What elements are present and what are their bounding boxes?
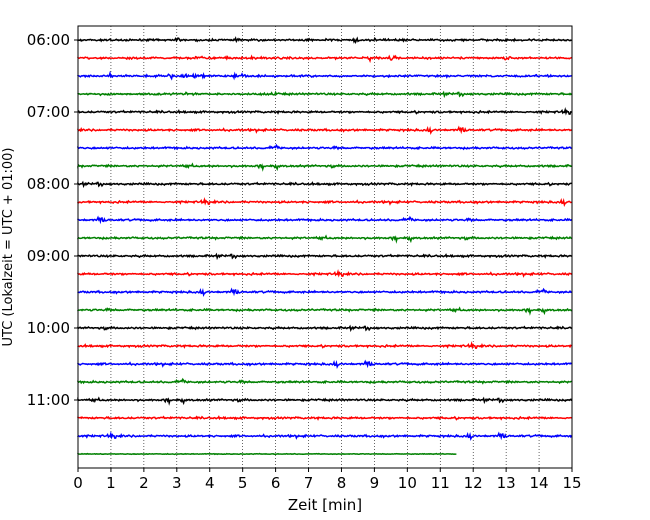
y-tick-label-5: 11:00 — [27, 391, 70, 409]
trace-1130 — [77, 431, 573, 442]
trace-0830 — [77, 215, 573, 225]
y-tick-label-4: 10:00 — [27, 319, 70, 337]
trace-1015 — [77, 341, 573, 350]
trace-1000 — [77, 324, 573, 333]
trace-0615 — [77, 54, 572, 64]
seismogram-traces — [77, 36, 573, 456]
x-tick-label-9: 9 — [370, 474, 380, 492]
y-axis-ticks: 06:00 07:00 08:00 09:00 10:00 11:00 — [27, 31, 78, 409]
trace-0930 — [77, 287, 572, 298]
x-tick-label-13: 13 — [497, 474, 516, 492]
x-tick-label-4: 4 — [205, 474, 215, 492]
trace-0900 — [77, 252, 572, 261]
y-tick-label-2: 08:00 — [27, 175, 70, 193]
x-axis-label: Zeit [min] — [288, 496, 362, 514]
trace-0700 — [77, 107, 572, 116]
x-tick-label-0: 0 — [73, 474, 83, 492]
x-tick-label-1: 1 — [106, 474, 116, 492]
x-tick-label-5: 5 — [238, 474, 248, 492]
y-tick-label-1: 07:00 — [27, 103, 70, 121]
x-tick-label-3: 3 — [172, 474, 182, 492]
x-tick-label-11: 11 — [431, 474, 450, 492]
grid-lines — [110, 26, 540, 468]
trace-0600 — [77, 36, 572, 45]
x-tick-label-8: 8 — [337, 474, 347, 492]
x-tick-label-7: 7 — [304, 474, 314, 492]
x-tick-label-10: 10 — [398, 474, 417, 492]
trace-1115 — [77, 415, 572, 421]
trace-0630 — [77, 70, 572, 81]
x-tick-label-15: 15 — [562, 474, 581, 492]
y-tick-label-3: 09:00 — [27, 247, 70, 265]
trace-0845 — [77, 234, 573, 244]
trace-0745 — [77, 162, 572, 172]
trace-1045 — [77, 377, 572, 385]
y-axis-label: UTC (Lokalzeit = UTC + 01:00) — [1, 148, 16, 347]
x-tick-label-12: 12 — [464, 474, 483, 492]
x-axis-ticks: 0 1 2 3 4 5 6 7 8 9 10 11 12 13 14 15 — [73, 468, 582, 492]
trace-1100 — [77, 396, 573, 406]
plot-frame — [77, 25, 573, 469]
y-tick-label-0: 06:00 — [27, 31, 70, 49]
trace-0915 — [77, 269, 573, 278]
trace-0800 — [77, 180, 572, 189]
trace-0945 — [77, 306, 573, 316]
x-tick-label-14: 14 — [530, 474, 549, 492]
trace-0715 — [77, 125, 572, 136]
trace-1030 — [77, 359, 573, 370]
x-tick-label-6: 6 — [271, 474, 281, 492]
x-tick-label-2: 2 — [139, 474, 149, 492]
trace-0730 — [77, 143, 572, 151]
trace-0645 — [77, 90, 573, 99]
trace-1145 — [77, 452, 457, 456]
trace-0815 — [77, 197, 572, 208]
